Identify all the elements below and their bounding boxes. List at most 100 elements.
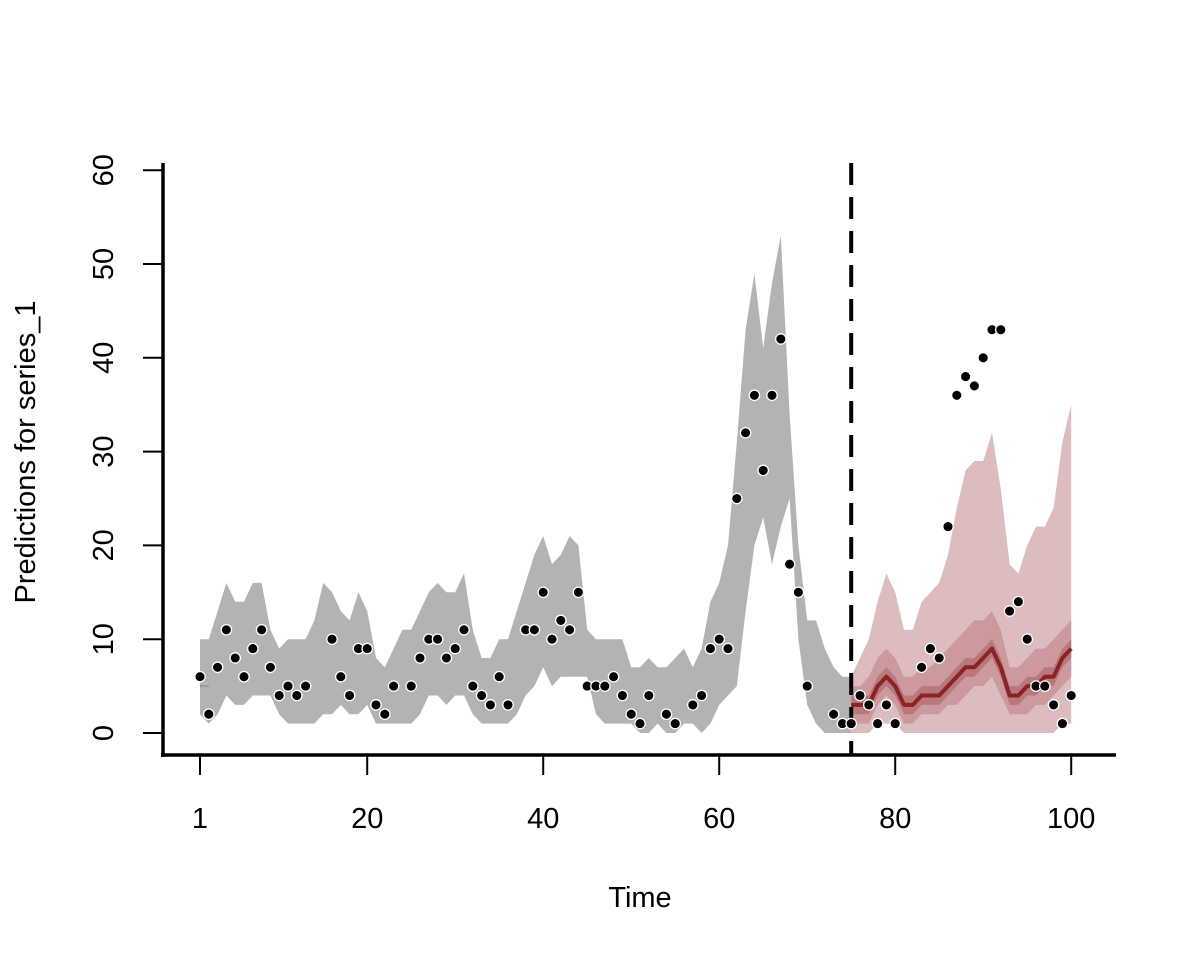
data-point <box>739 426 752 439</box>
data-point <box>458 623 470 636</box>
forecast-band-outer <box>851 404 1072 733</box>
data-point <box>387 680 400 692</box>
data-point <box>246 642 259 655</box>
data-point <box>660 708 673 721</box>
data-point <box>1038 680 1051 692</box>
x-axis-title: Time <box>608 882 671 914</box>
data-point <box>686 699 699 711</box>
data-point <box>1021 633 1034 646</box>
data-point <box>607 670 620 683</box>
x-tick-label: 60 <box>703 803 735 835</box>
data-point <box>537 586 550 599</box>
data-point <box>634 717 646 730</box>
data-point <box>695 689 708 702</box>
data-point <box>616 689 629 702</box>
x-tick-label: 1 <box>192 803 208 835</box>
data-point <box>334 670 347 683</box>
x-tick-label: 40 <box>527 803 559 835</box>
data-point <box>326 633 338 646</box>
data-point <box>255 623 268 636</box>
data-point <box>361 642 374 655</box>
y-tick-label: 40 <box>88 342 120 374</box>
data-point <box>194 670 206 683</box>
data-point <box>220 623 233 636</box>
data-point <box>862 699 875 711</box>
data-point <box>229 652 242 664</box>
data-point <box>572 586 585 599</box>
data-point <box>370 699 382 711</box>
y-tick-label: 0 <box>88 725 120 741</box>
data-point <box>889 717 902 730</box>
data-point <box>1003 605 1016 617</box>
data-point <box>827 708 840 721</box>
data-point <box>211 661 224 674</box>
data-point <box>1012 595 1025 608</box>
data-point <box>264 661 277 674</box>
data-point <box>801 680 814 692</box>
data-point <box>854 689 866 702</box>
data-point <box>1056 717 1069 730</box>
data-point <box>704 642 717 655</box>
x-tick-label: 20 <box>351 803 383 835</box>
fit-band <box>200 235 852 733</box>
data-point <box>405 680 418 692</box>
data-point <box>792 586 805 599</box>
data-point <box>774 333 787 345</box>
data-point <box>343 689 356 702</box>
data-point <box>871 717 884 730</box>
data-point <box>554 614 567 627</box>
data-point <box>669 717 682 730</box>
axes: 0 10 20 30 40 50 60 1 20 40 60 80 100 <box>88 154 1116 835</box>
data-point <box>290 689 303 702</box>
data-point <box>722 642 734 655</box>
data-point <box>378 708 391 721</box>
y-tick-label: 60 <box>88 154 120 186</box>
y-tick-label: 20 <box>88 529 120 561</box>
data-point <box>1047 699 1060 711</box>
data-point <box>730 492 743 505</box>
y-tick-label: 10 <box>88 623 120 655</box>
data-point <box>563 623 576 636</box>
data-point <box>282 680 294 692</box>
x-tick-label: 100 <box>1047 803 1095 835</box>
data-point <box>625 708 638 721</box>
data-point <box>959 370 972 383</box>
data-point <box>273 689 286 702</box>
data-point <box>783 558 796 571</box>
data-point <box>766 389 778 402</box>
data-point <box>933 652 946 664</box>
observed-points <box>194 323 1078 730</box>
y-tick-label: 30 <box>88 435 120 467</box>
y-axis-title: Predictions for series_1 <box>10 300 42 603</box>
data-point <box>440 652 453 664</box>
data-point <box>202 708 215 721</box>
y-tick-label: 50 <box>88 248 120 280</box>
data-point <box>968 380 981 392</box>
data-point <box>299 680 312 692</box>
data-point <box>642 689 655 702</box>
data-point <box>880 699 893 711</box>
data-point <box>915 661 928 674</box>
data-point <box>598 680 611 692</box>
data-point <box>950 389 963 402</box>
data-point <box>748 389 761 402</box>
data-point <box>1065 689 1078 702</box>
data-point <box>924 642 937 655</box>
data-point <box>449 642 462 655</box>
data-point <box>431 633 444 646</box>
data-point <box>414 652 426 664</box>
data-point <box>528 623 541 636</box>
x-tick-label: 80 <box>879 803 911 835</box>
data-point <box>493 670 506 683</box>
data-point <box>502 699 514 711</box>
data-point <box>546 633 558 646</box>
data-point <box>713 633 726 646</box>
data-point <box>757 464 770 477</box>
data-point <box>977 351 990 364</box>
data-point <box>238 670 250 683</box>
data-point <box>475 689 488 702</box>
data-point <box>466 680 479 692</box>
data-point <box>942 520 954 533</box>
fit-interval-band <box>200 235 852 733</box>
